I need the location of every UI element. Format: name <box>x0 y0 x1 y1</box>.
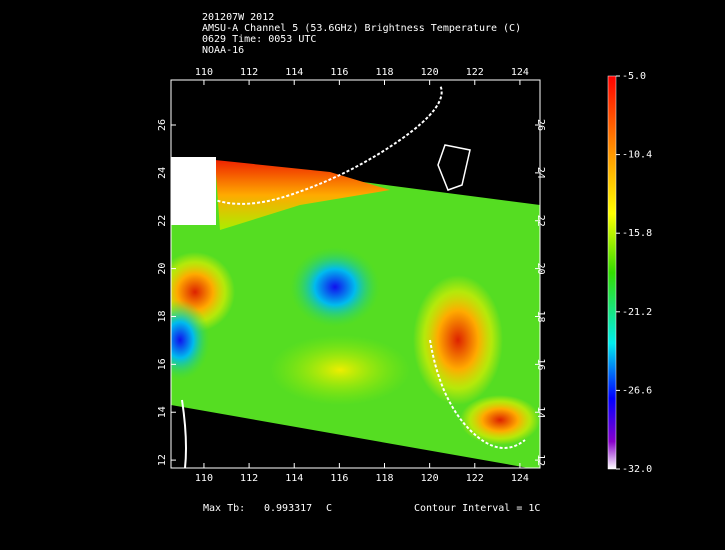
x-tick-label: 118 <box>375 67 393 78</box>
colorbar-tick-label: -26.6 <box>622 385 652 396</box>
x-tick-label: 122 <box>466 473 484 484</box>
header-line: 0629 Time: 0053 UTC <box>202 34 316 45</box>
max-label: Max Tb: <box>203 503 245 514</box>
header-line: 201207W 2012 <box>202 12 274 23</box>
x-tick-label: 112 <box>240 473 258 484</box>
header-line: NOAA-16 <box>202 45 244 56</box>
colorbar-tick-label: -15.8 <box>622 228 652 239</box>
x-tick-label: 124 <box>511 67 529 78</box>
y-tick-label: 26 <box>157 119 168 131</box>
y-tick-label: 22 <box>157 215 168 227</box>
y-tick-label: 12 <box>535 454 546 466</box>
y-tick-label: 12 <box>157 454 168 466</box>
y-tick-label: 18 <box>535 310 546 322</box>
swath <box>171 84 540 468</box>
map-frame <box>170 79 541 469</box>
y-tick-label: 24 <box>157 167 168 179</box>
y-tick-label: 18 <box>157 310 168 322</box>
x-tick-label: 114 <box>285 473 303 484</box>
x-tick-label: 122 <box>466 67 484 78</box>
header-line: AMSU-A Channel 5 (53.6GHz) Brightness Te… <box>202 23 521 34</box>
y-tick-label: 20 <box>535 263 546 275</box>
y-tick-label: 14 <box>535 406 546 418</box>
x-tick-label: 116 <box>330 473 348 484</box>
x-tick-label: 124 <box>511 473 529 484</box>
colorbar-tick-label: -32.0 <box>622 464 652 475</box>
x-tick-label: 110 <box>195 67 213 78</box>
x-tick-label: 110 <box>195 473 213 484</box>
x-tick-label: 120 <box>421 67 439 78</box>
colorbar-tick-label: -5.0 <box>622 71 646 82</box>
x-tick-label: 112 <box>240 67 258 78</box>
y-tick-label: 14 <box>157 406 168 418</box>
y-tick-label: 20 <box>157 263 168 275</box>
y-tick-label: 24 <box>535 167 546 179</box>
x-tick-label: 114 <box>285 67 303 78</box>
x-tick-label: 120 <box>421 473 439 484</box>
y-tick-label: 16 <box>535 358 546 370</box>
y-tick-label: 16 <box>157 358 168 370</box>
colorbar <box>607 75 617 470</box>
x-tick-label: 116 <box>330 67 348 78</box>
max-value: 0.993317 <box>264 503 312 514</box>
y-tick-label: 26 <box>535 119 546 131</box>
max-unit: C <box>326 503 332 514</box>
colorbar-tick-label: -21.2 <box>622 307 652 318</box>
colorbar-tick-label: -10.4 <box>622 150 652 161</box>
x-tick-label: 118 <box>375 473 393 484</box>
contour-interval: Contour Interval = 1C <box>414 503 540 514</box>
y-tick-label: 22 <box>535 215 546 227</box>
